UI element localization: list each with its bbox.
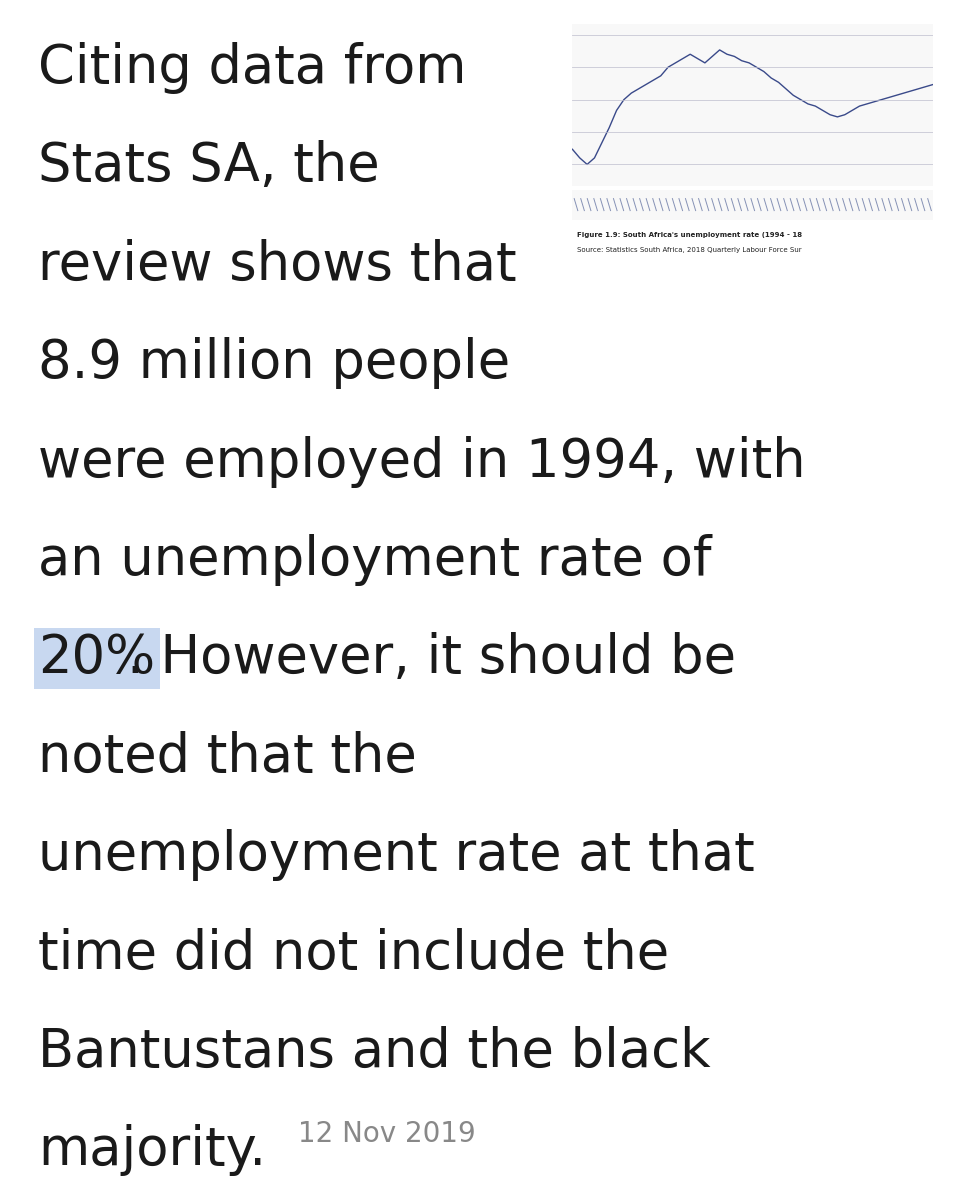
Text: an unemployment rate of: an unemployment rate of bbox=[38, 534, 711, 586]
Text: Figure 1.9: South Africa's unemployment rate (1994 - 18: Figure 1.9: South Africa's unemployment … bbox=[577, 232, 801, 238]
Text: 12 Nov 2019: 12 Nov 2019 bbox=[298, 1120, 476, 1147]
Text: Citing data from: Citing data from bbox=[38, 42, 466, 94]
Text: 8.9 million people: 8.9 million people bbox=[38, 337, 510, 389]
Text: were employed in 1994, with: were employed in 1994, with bbox=[38, 436, 805, 487]
Text: Stats SA, the: Stats SA, the bbox=[38, 140, 380, 192]
Text: noted that the: noted that the bbox=[38, 731, 417, 782]
Text: unemployment rate at that: unemployment rate at that bbox=[38, 829, 754, 881]
Text: . However, it should be: . However, it should be bbox=[127, 632, 735, 684]
Text: Bantustans and the black: Bantustans and the black bbox=[38, 1026, 710, 1078]
Text: review shows that: review shows that bbox=[38, 239, 517, 290]
Text: time did not include the: time did not include the bbox=[38, 928, 669, 979]
Text: majority.: majority. bbox=[38, 1124, 266, 1176]
Text: Source: Statistics South Africa, 2018 Quarterly Labour Force Sur: Source: Statistics South Africa, 2018 Qu… bbox=[577, 247, 801, 253]
Text: 20%: 20% bbox=[38, 632, 156, 684]
